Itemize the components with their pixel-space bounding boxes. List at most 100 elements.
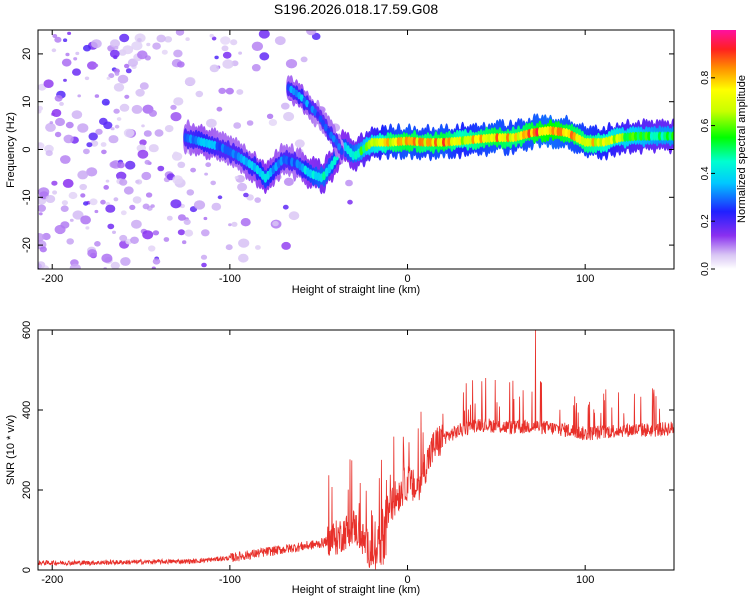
- noise-blob: [110, 39, 120, 48]
- noise-blob: [243, 192, 249, 198]
- noise-blob: [183, 219, 191, 225]
- ridge-core: [468, 135, 473, 145]
- noise-blob: [106, 76, 111, 80]
- noise-blob: [122, 45, 134, 55]
- spectrogram-ylabel: Frequency (Hz): [5, 112, 17, 188]
- snr-ytick-label: 600: [21, 321, 33, 339]
- ridge-core: [556, 127, 561, 137]
- ridge-core: [649, 131, 654, 141]
- noise-blob: [236, 89, 244, 95]
- noise-blob: [211, 36, 217, 41]
- ridge-core: [617, 133, 622, 143]
- noise-blob: [107, 223, 115, 230]
- ridge-core: [372, 137, 377, 147]
- noise-blob: [79, 183, 87, 191]
- ridge-core: [386, 137, 390, 147]
- noise-blob: [101, 149, 107, 155]
- noise-blob: [112, 230, 116, 234]
- noise-blob: [131, 219, 142, 229]
- noise-blob: [185, 37, 190, 41]
- colorbar-tick-label: 0.2: [700, 214, 711, 228]
- ridge-core: [583, 137, 588, 147]
- noise-blob: [238, 51, 243, 55]
- noise-blob: [214, 55, 219, 60]
- noise-blob: [119, 178, 128, 186]
- noise-blob: [182, 240, 187, 245]
- ridge-core: [479, 134, 484, 144]
- ridge-core: [466, 135, 470, 145]
- noise-blob: [139, 139, 147, 146]
- noise-blob: [177, 214, 186, 221]
- spectrogram-xtick-label: 0: [404, 273, 410, 285]
- snr-ytick-label: 200: [21, 481, 33, 499]
- noise-blob: [38, 233, 45, 242]
- ridge-core: [426, 137, 430, 147]
- noise-blob: [166, 215, 173, 221]
- ridge-core: [380, 137, 385, 147]
- noise-blob: [86, 167, 98, 177]
- ridge-core: [625, 132, 630, 142]
- ridge-core: [444, 137, 449, 147]
- noise-blob: [65, 121, 74, 129]
- ridge-core: [596, 137, 601, 147]
- noise-blob: [152, 42, 161, 50]
- ridge-core: [506, 133, 510, 143]
- branch-core: [337, 143, 341, 151]
- ridge-core: [391, 137, 396, 147]
- noise-blob: [51, 48, 57, 53]
- noise-blob: [120, 257, 131, 266]
- noise-blob: [282, 204, 289, 210]
- noise-blob: [193, 200, 206, 210]
- noise-blob: [120, 210, 127, 216]
- noise-blob: [254, 197, 261, 203]
- ridge-core: [436, 137, 441, 147]
- ridge-core: [585, 137, 590, 147]
- noise-blob: [142, 230, 154, 240]
- noise-blob: [137, 149, 149, 159]
- ridge-core: [423, 137, 428, 147]
- noise-blob: [110, 261, 120, 269]
- colorbar-label: Normalized spectral amplitude: [736, 75, 748, 223]
- ridge-core: [671, 131, 674, 141]
- noise-blob: [83, 44, 91, 52]
- noise-blob: [139, 82, 149, 90]
- noise-blob: [89, 198, 98, 206]
- ridge-core: [551, 126, 556, 136]
- branch-core: [323, 123, 328, 132]
- ridge-core: [490, 133, 494, 143]
- noise-blob: [123, 128, 135, 138]
- ridge-core: [452, 136, 457, 146]
- noise-blob: [61, 58, 72, 67]
- ridge-core: [495, 133, 500, 143]
- noise-blob: [148, 144, 159, 153]
- noise-blob: [175, 30, 185, 36]
- noise-blob: [124, 94, 130, 99]
- noise-blob: [288, 211, 300, 221]
- noise-blob: [113, 108, 120, 114]
- branch-core: [334, 138, 339, 146]
- ridge-core: [593, 137, 598, 147]
- ridge-core: [540, 126, 545, 136]
- noise-blob: [233, 122, 242, 129]
- ridge-core: [644, 131, 649, 141]
- noise-blob: [73, 57, 78, 61]
- noise-blob: [225, 244, 233, 251]
- ridge-core: [623, 132, 627, 142]
- noise-blob: [209, 33, 214, 38]
- noise-blob: [125, 160, 136, 170]
- noise-blob: [77, 170, 89, 180]
- noise-blob: [156, 34, 166, 43]
- ridge-core: [428, 137, 433, 147]
- noise-blob: [164, 125, 174, 133]
- noise-blob: [173, 97, 184, 106]
- noise-blob: [137, 38, 142, 42]
- ridge-core: [657, 131, 662, 141]
- ridge-core: [487, 133, 492, 143]
- ridge-core: [412, 136, 417, 147]
- noise-blob: [83, 148, 90, 155]
- noise-blob: [345, 179, 353, 187]
- noise-blob: [148, 109, 157, 117]
- spectrogram-xtick-label: -200: [41, 273, 63, 285]
